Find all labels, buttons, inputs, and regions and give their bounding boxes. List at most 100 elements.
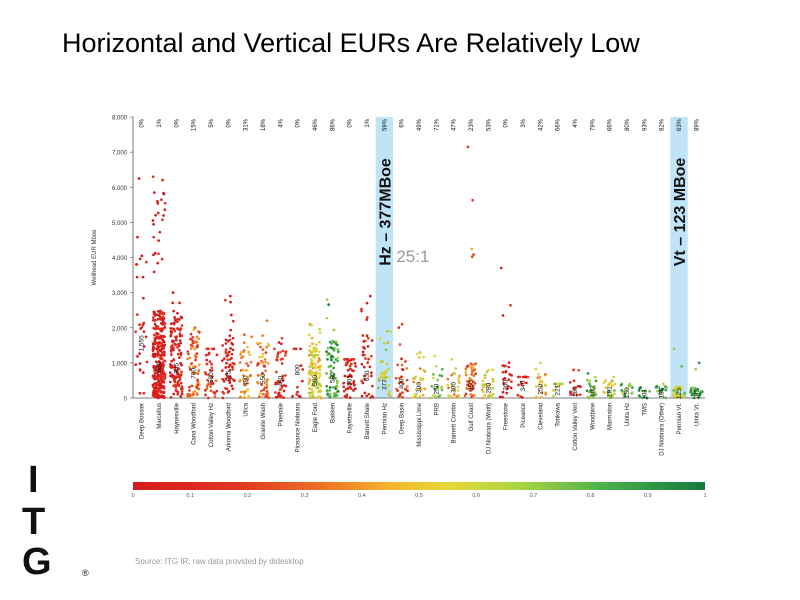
data-point: [465, 387, 469, 390]
data-point: [169, 396, 173, 399]
data-point: [255, 341, 259, 345]
data-point: [314, 362, 317, 366]
data-point: [471, 198, 475, 202]
data-point: [334, 376, 337, 380]
data-point: [593, 391, 597, 394]
data-point: [261, 374, 265, 378]
data-point: [196, 344, 199, 347]
data-point: [314, 353, 318, 357]
data-point: [385, 369, 388, 373]
median-label: 630: [364, 370, 371, 381]
median-label: 625: [225, 370, 232, 381]
data-point: [145, 360, 149, 364]
x-category-label: Freestone: [504, 402, 510, 430]
source-note: Source: ITG IR, raw data provided by did…: [135, 557, 304, 566]
data-point: [138, 362, 142, 365]
data-point: [227, 350, 231, 354]
data-point: [259, 341, 262, 345]
median-label: 550: [260, 373, 267, 384]
data-point: [206, 347, 210, 351]
liquids-percent-label: 79%: [590, 118, 596, 131]
data-point: [481, 383, 485, 386]
data-point: [613, 382, 617, 386]
data-point: [152, 393, 155, 397]
data-point: [177, 383, 181, 387]
data-point: [191, 344, 194, 348]
data-point: [491, 386, 494, 390]
data-point: [661, 387, 664, 391]
data-point: [159, 378, 163, 381]
data-point: [586, 379, 590, 383]
data-point: [451, 371, 455, 375]
liquids-percent-label: 18%: [261, 118, 267, 131]
data-point: [585, 389, 589, 393]
data-point: [470, 255, 474, 259]
data-point: [560, 382, 564, 386]
liquids-percent-label: 3%: [521, 118, 527, 127]
data-point: [691, 392, 694, 396]
data-point: [504, 364, 507, 368]
data-point: [362, 365, 366, 369]
data-point: [534, 384, 538, 388]
data-point: [160, 357, 164, 361]
data-point: [214, 379, 218, 383]
data-point: [473, 382, 477, 385]
data-point: [387, 375, 390, 379]
data-point: [137, 177, 141, 180]
data-point: [331, 376, 335, 380]
data-point: [161, 347, 165, 351]
data-point: [265, 378, 269, 382]
liquids-percent-label: 15%: [192, 118, 198, 131]
data-point: [672, 389, 676, 392]
data-point: [178, 334, 182, 338]
data-point: [352, 358, 356, 361]
data-point: [156, 364, 159, 367]
y-tick-label: 4,000: [112, 256, 128, 262]
data-point: [310, 336, 314, 340]
data-point: [592, 396, 595, 399]
data-point: [151, 342, 155, 345]
data-point: [335, 381, 339, 385]
data-point: [186, 357, 190, 361]
data-point: [551, 389, 555, 392]
data-point: [308, 344, 312, 348]
data-point: [397, 326, 401, 329]
data-point: [366, 361, 370, 364]
data-point: [325, 389, 329, 392]
data-point: [348, 364, 352, 368]
data-point: [693, 389, 697, 393]
data-point: [155, 332, 159, 335]
data-point: [456, 389, 460, 392]
data-point: [398, 343, 402, 346]
data-point: [176, 392, 180, 396]
data-point: [365, 334, 369, 338]
x-category-label: Gulf Coast: [469, 403, 475, 432]
data-point: [173, 315, 177, 319]
data-point: [222, 357, 226, 360]
data-point: [329, 369, 333, 373]
data-point: [488, 382, 492, 386]
data-point: [450, 373, 454, 377]
data-point: [507, 385, 510, 388]
data-point: [208, 369, 212, 372]
data-point: [161, 368, 164, 372]
data-point: [162, 372, 166, 376]
data-point: [421, 377, 425, 381]
data-point: [296, 390, 299, 394]
data-point: [307, 382, 311, 386]
data-point: [134, 363, 138, 367]
data-point: [276, 355, 279, 359]
data-point: [418, 394, 422, 398]
data-point: [336, 356, 340, 360]
data-point: [482, 390, 485, 394]
data-point: [310, 342, 314, 345]
data-point: [472, 366, 475, 370]
itg-logo: I T G ®: [22, 459, 89, 578]
data-point: [265, 390, 269, 393]
data-point: [416, 352, 419, 356]
data-point: [226, 339, 230, 343]
data-point: [299, 364, 303, 367]
data-point: [188, 367, 192, 371]
data-point: [265, 319, 269, 323]
data-point: [141, 323, 145, 327]
